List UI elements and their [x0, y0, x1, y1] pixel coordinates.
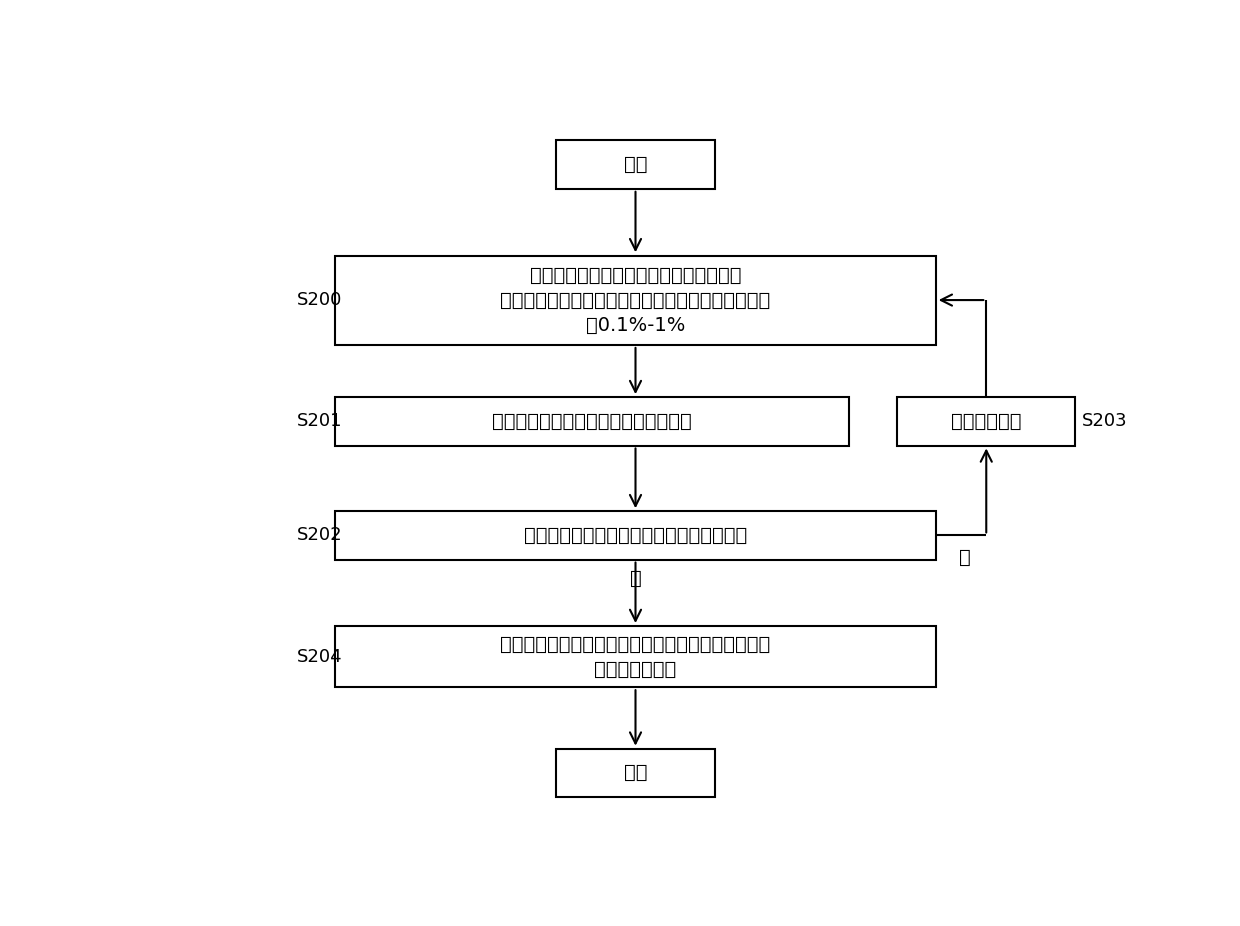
Text: 判断待调电阳的阳値精度是否达到目标精度: 判断待调电阳的阳値精度是否达到目标精度	[523, 526, 748, 544]
Text: S203: S203	[1083, 412, 1128, 431]
Text: 结束: 结束	[624, 763, 647, 782]
Text: S202: S202	[298, 526, 342, 544]
Text: 是: 是	[630, 569, 641, 588]
Text: 对待调电阳以对切刀口进行第二次切割: 对待调电阳以对切刀口进行第二次切割	[492, 412, 692, 431]
FancyBboxPatch shape	[557, 141, 714, 189]
Text: 对待调电阳以蛇形刀口进行第一次切割，
以使待调电阳的阳値精度达到预定精度，预定精度介
于0.1%-1%: 对待调电阳以蛇形刀口进行第一次切割， 以使待调电阳的阳値精度达到预定精度，预定精…	[501, 266, 770, 334]
Text: S204: S204	[298, 647, 342, 666]
Text: S201: S201	[298, 412, 342, 431]
FancyBboxPatch shape	[335, 397, 849, 445]
FancyBboxPatch shape	[335, 626, 936, 687]
Text: 开始: 开始	[624, 155, 647, 174]
FancyBboxPatch shape	[335, 256, 936, 344]
FancyBboxPatch shape	[557, 748, 714, 797]
Text: S200: S200	[298, 291, 342, 309]
Text: 更换待调电阳: 更换待调电阳	[951, 412, 1022, 431]
Text: 确定激光调阳方案为依次以蛇形刀口和对切刀口对毛
坏电阳进行切割: 确定激光调阳方案为依次以蛇形刀口和对切刀口对毛 坏电阳进行切割	[501, 634, 770, 679]
FancyBboxPatch shape	[335, 511, 936, 559]
Text: 否: 否	[960, 547, 971, 567]
FancyBboxPatch shape	[898, 397, 1075, 445]
